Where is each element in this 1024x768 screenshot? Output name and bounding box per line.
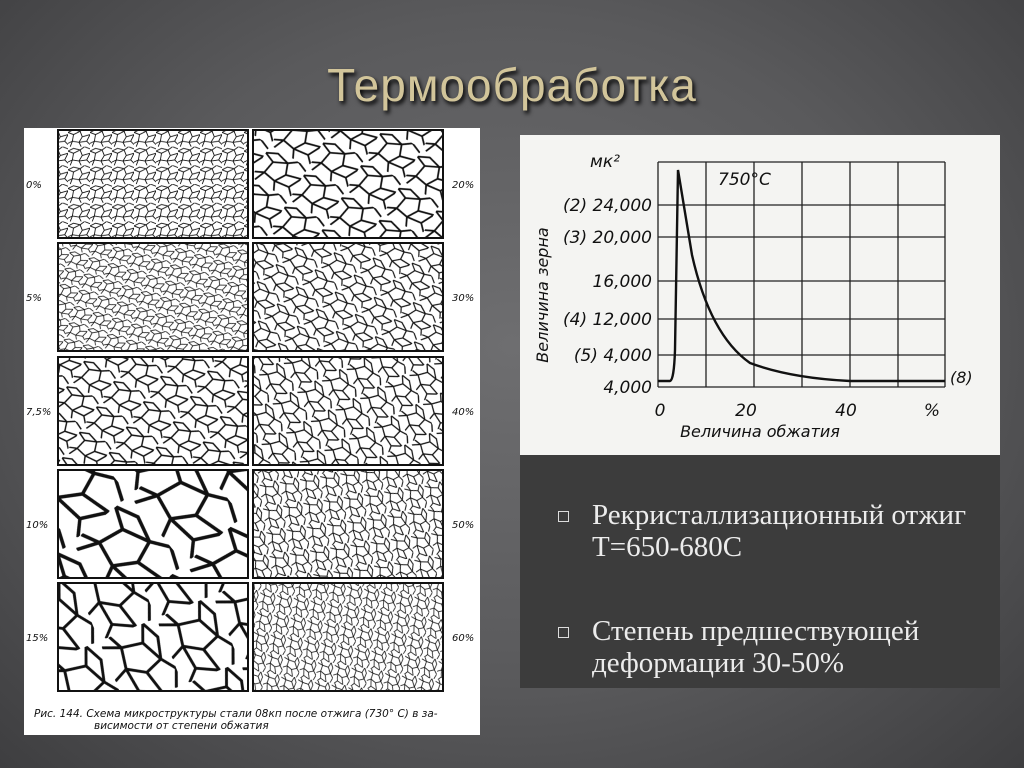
micrograph (57, 582, 249, 692)
caption-line: висимости от степени обжатия (94, 720, 269, 732)
y-label: 16,000 (593, 272, 652, 292)
y-label: 4,000 (603, 378, 652, 398)
y-label: (3) 20,000 (563, 228, 652, 248)
reduction-label: 5% (26, 293, 42, 304)
micrograph-image (57, 582, 249, 692)
micrograph (57, 469, 249, 579)
micrograph (252, 469, 444, 579)
micrograph-image (252, 469, 444, 579)
micrograph-image (252, 242, 444, 352)
bullet-panel: Рекристаллизационный отжиг Т=650-680С Ст… (520, 455, 1000, 688)
micrograph (252, 242, 444, 352)
reduction-label: 50% (452, 520, 474, 531)
micrograph (57, 129, 249, 239)
bullet-text: Рекристаллизационный отжиг Т=650-680С (592, 499, 966, 563)
chart-bg (520, 135, 1000, 455)
reduction-label: 0% (26, 180, 42, 191)
grain-chart: мк² 750°C (8) Величина обжатия Величина … (520, 135, 1000, 455)
micrograph-image (57, 129, 249, 239)
x-label: 0 (655, 401, 666, 421)
micrograph (252, 356, 444, 466)
micrograph-grid (57, 129, 444, 692)
micrograph (252, 582, 444, 692)
reduction-label: 60% (452, 633, 474, 644)
reduction-label: 20% (452, 180, 474, 191)
x-label: 40 (835, 401, 857, 421)
micrograph (57, 242, 249, 352)
micrograph-image (252, 356, 444, 466)
reduction-label: 15% (26, 633, 48, 644)
caption-line: Рис. 144. Схема микроструктуры стали 08к… (34, 708, 438, 720)
bullet-marker (558, 511, 569, 522)
reduction-label: 7,5% (26, 407, 51, 418)
micrograph-image (57, 469, 249, 579)
y-label: (5) 4,000 (574, 346, 652, 366)
unit-label: мк² (590, 152, 620, 172)
x-label: % (924, 401, 940, 421)
micrograph-image (252, 129, 444, 239)
micrograph (57, 356, 249, 466)
x-label: 20 (735, 401, 757, 421)
bullet-text: Степень предшествующей деформации 30-50% (592, 615, 920, 679)
curve-label: (8) (950, 368, 973, 387)
micro-figure: Рис. 144. Схема микроструктуры стали 08к… (24, 128, 480, 735)
y-label: (4) 12,000 (563, 310, 652, 330)
micrograph (252, 129, 444, 239)
grain-curve (658, 169, 945, 383)
bullet-marker (558, 627, 569, 638)
temperature-label: 750°C (718, 170, 771, 190)
slide-title: Термообработка (327, 59, 697, 111)
y-label: (2) 24,000 (563, 196, 652, 216)
micrograph-image (57, 356, 249, 466)
micrograph-image (252, 582, 444, 692)
y-axis-title: Величина зерна (533, 227, 552, 362)
reduction-label: 40% (452, 407, 474, 418)
reduction-label: 10% (26, 520, 48, 531)
reduction-label: 30% (452, 293, 474, 304)
chart-grid (657, 161, 946, 388)
x-axis-title: Величина обжатия (680, 422, 840, 441)
micrograph-image (57, 242, 249, 352)
